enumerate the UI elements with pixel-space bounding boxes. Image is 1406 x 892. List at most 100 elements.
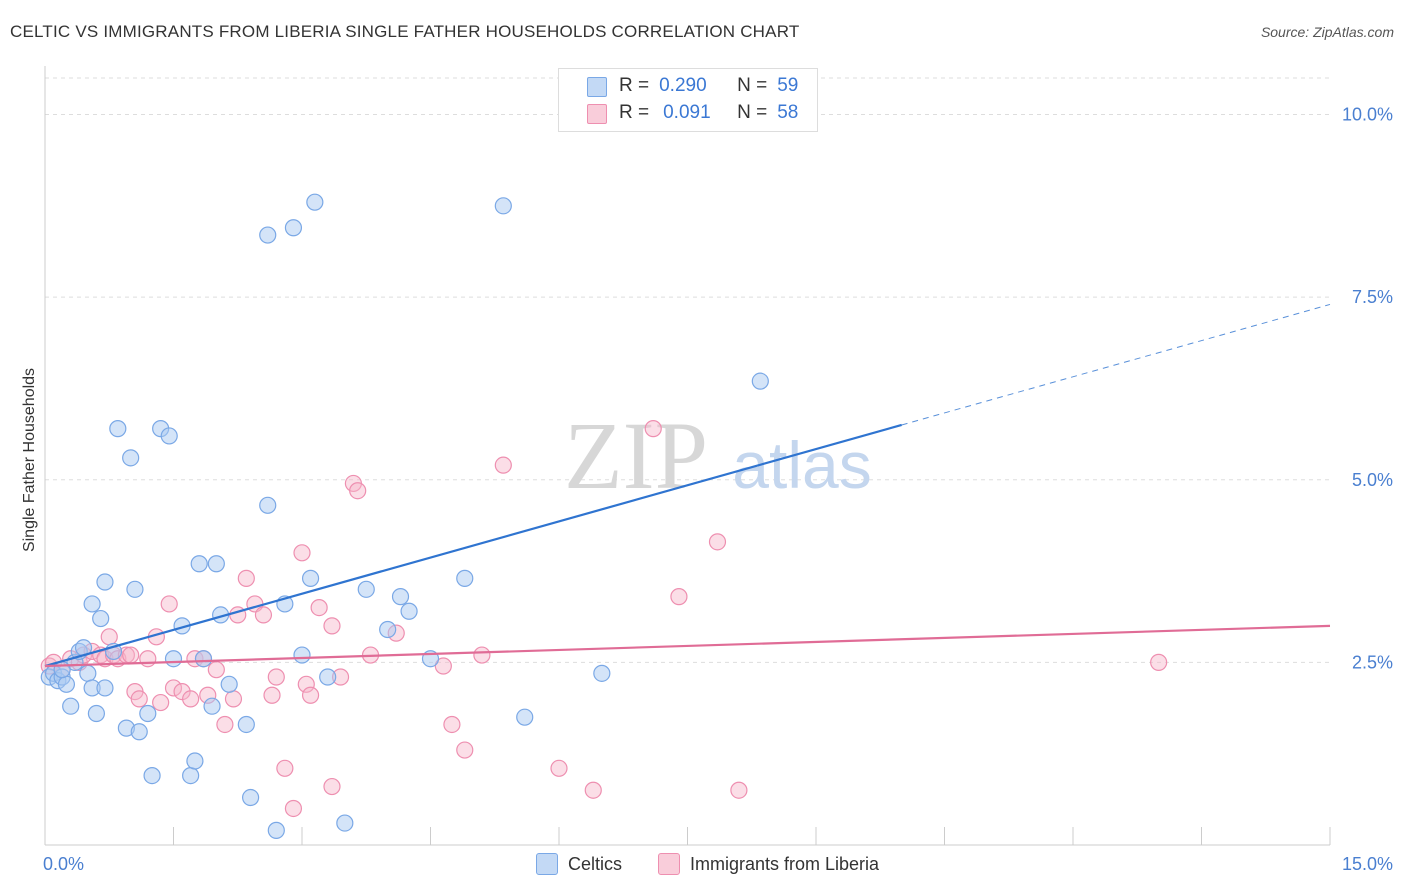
celtics-point xyxy=(306,193,324,211)
celtics-trend-extension xyxy=(901,303,1331,426)
x-tick-label: 0.0% xyxy=(43,854,84,874)
celtics-point xyxy=(92,609,110,628)
celtics-point xyxy=(751,372,769,390)
liberia-trend-line xyxy=(44,624,1331,668)
liberia-point xyxy=(456,741,474,759)
liberia-point xyxy=(297,675,315,693)
celtics-point xyxy=(83,595,101,613)
celtics-trend-line xyxy=(44,423,902,668)
celtics-point xyxy=(194,650,213,668)
y-tick-label: 10.0% xyxy=(1342,105,1393,125)
liberia-legend-swatch xyxy=(658,853,680,875)
liberia-point xyxy=(708,533,727,551)
celtics-point xyxy=(284,219,303,237)
celtics-point xyxy=(96,573,114,591)
celtics-point xyxy=(293,646,311,664)
liberia-point xyxy=(160,595,178,613)
celtics-point xyxy=(391,588,410,606)
celtics-point xyxy=(516,708,534,726)
celtics-point xyxy=(203,697,221,715)
liberia-point xyxy=(139,650,157,668)
liberia-point xyxy=(293,544,311,562)
celtics-point xyxy=(259,226,277,244)
celtics-point xyxy=(259,496,277,514)
y-tick-label: 7.5% xyxy=(1352,287,1393,307)
liberia-point xyxy=(284,799,303,818)
liberia-point xyxy=(473,646,491,664)
celtics-point xyxy=(126,580,144,598)
liberia-point xyxy=(216,715,234,734)
celtics-point xyxy=(79,664,97,682)
grid-lines xyxy=(45,77,1330,663)
chart-title: CELTIC VS IMMIGRANTS FROM LIBERIA SINGLE… xyxy=(10,22,800,41)
correlation-legend: R = 0.290 N = 59 R = 0.091 N = 58 xyxy=(558,68,818,132)
liberia-point xyxy=(301,686,320,704)
liberia-point xyxy=(349,482,367,500)
liberia-point xyxy=(276,759,294,777)
celtics-point xyxy=(494,197,512,215)
celtics-point xyxy=(220,675,238,693)
r-value: 0.290 xyxy=(659,75,707,96)
celtics-point xyxy=(186,752,204,770)
n-label: N = xyxy=(737,75,768,96)
celtics-point xyxy=(456,569,474,587)
n-value: 58 xyxy=(777,102,799,123)
watermark-zip: ZIP xyxy=(564,402,708,509)
legend-celtics: Celtics xyxy=(536,852,622,876)
celtics-point xyxy=(593,664,611,682)
celtics-point xyxy=(164,650,183,668)
celtics-point xyxy=(242,788,260,807)
celtics-point xyxy=(400,602,418,620)
celtics-point xyxy=(237,715,255,734)
r-label: R = xyxy=(619,102,650,123)
tick-labels: 2.5% 5.0% 7.5% 10.0% 0.0% 15.0% xyxy=(43,105,1393,874)
liberia-points xyxy=(40,420,1168,818)
celtics-point xyxy=(336,814,354,832)
source-label: Source: ZipAtlas.com xyxy=(1260,24,1394,40)
liberia-point xyxy=(434,657,452,675)
liberia-legend-label: Immigrants from Liberia xyxy=(690,853,880,874)
liberia-point xyxy=(323,617,341,635)
trend-lines xyxy=(44,303,1331,668)
liberia-point xyxy=(182,690,200,708)
liberia-point xyxy=(254,606,273,624)
liberia-point xyxy=(237,569,255,587)
liberia-point xyxy=(267,668,285,686)
celtics-point xyxy=(96,679,114,697)
liberia-point xyxy=(224,690,243,708)
celtics-point xyxy=(109,420,127,438)
n-value: 59 xyxy=(777,75,799,96)
n-label: N = xyxy=(737,102,768,123)
legend-liberia: Immigrants from Liberia xyxy=(658,852,879,876)
celtics-point xyxy=(301,569,320,587)
celtics-point xyxy=(160,427,178,445)
y-tick-label: 2.5% xyxy=(1352,652,1393,672)
liberia-point xyxy=(310,598,328,617)
r-label: R = xyxy=(619,75,650,96)
celtics-point xyxy=(379,620,397,639)
liberia-point xyxy=(584,781,602,799)
celtics-swatch xyxy=(587,77,607,97)
liberia-point xyxy=(443,715,461,734)
liberia-point xyxy=(100,628,118,646)
y-tick-label: 5.0% xyxy=(1352,470,1393,490)
liberia-point xyxy=(130,690,148,708)
liberia-point xyxy=(323,777,341,796)
liberia-point xyxy=(644,420,662,438)
liberia-point xyxy=(152,693,170,712)
r-value: 0.091 xyxy=(663,102,711,123)
liberia-point xyxy=(164,679,183,697)
celtics-point xyxy=(207,555,225,573)
legend-row-liberia: R = 0.091 N = 58 xyxy=(619,101,798,125)
celtics-point xyxy=(139,704,157,723)
celtics-legend-swatch xyxy=(536,853,558,875)
celtics-point xyxy=(143,767,161,785)
celtics-point xyxy=(62,697,80,715)
celtics-point xyxy=(182,767,200,785)
celtics-point xyxy=(87,704,106,723)
legend-row-celtics: R = 0.290 N = 59 xyxy=(619,74,798,98)
celtics-point xyxy=(122,449,140,467)
celtics-point xyxy=(319,668,337,686)
x-tick-label: 15.0% xyxy=(1342,854,1393,874)
axes xyxy=(44,66,1331,846)
